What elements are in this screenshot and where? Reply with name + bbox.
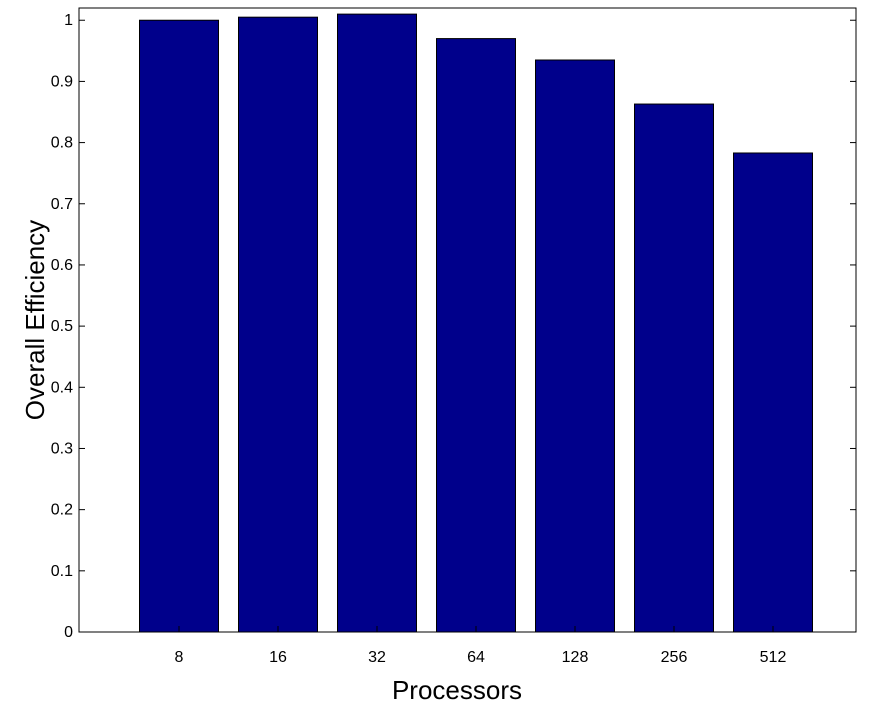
y-axis-label: Overall Efficiency — [20, 220, 50, 420]
y-tick-label-0.1: 0.1 — [51, 563, 73, 580]
bar-16 — [238, 16, 318, 633]
x-tick-label-256: 256 — [661, 649, 688, 666]
ticks-group: 8 16 32 64 128 256 512 0 0.1 0.2 0.3 0.4 0.5 0.6 0.7 0.… — [51, 12, 856, 666]
x-axis-label: Processors — [392, 675, 522, 705]
x-tick-label-64: 64 — [467, 649, 485, 666]
x-tick-label-16: 16 — [269, 649, 287, 666]
bar-128 — [535, 59, 615, 633]
bar-32 — [337, 13, 417, 633]
y-tick-label-0.9: 0.9 — [51, 73, 73, 90]
y-tick-label-0.2: 0.2 — [51, 502, 73, 519]
y-tick-label-1: 1 — [64, 12, 73, 29]
x-tick-label-8: 8 — [175, 649, 184, 666]
y-tick-label-0.3: 0.3 — [51, 440, 73, 457]
x-tick-label-32: 32 — [368, 649, 386, 666]
y-tick-label-0.4: 0.4 — [51, 379, 73, 396]
y-tick-label-0.5: 0.5 — [51, 318, 73, 335]
y-tick-label-0.7: 0.7 — [51, 196, 73, 213]
bars-group — [139, 13, 813, 633]
y-tick-label-0: 0 — [64, 624, 73, 641]
plot-area-frame — [78, 7, 857, 633]
bar-8 — [139, 19, 219, 633]
bar-64 — [436, 38, 516, 633]
bar-256 — [634, 103, 714, 633]
bar-512 — [733, 152, 813, 633]
y-tick-label-0.6: 0.6 — [51, 257, 73, 274]
x-tick-label-128: 128 — [562, 649, 589, 666]
y-tick-label-0.8: 0.8 — [51, 135, 73, 152]
x-tick-label-512: 512 — [760, 649, 787, 666]
